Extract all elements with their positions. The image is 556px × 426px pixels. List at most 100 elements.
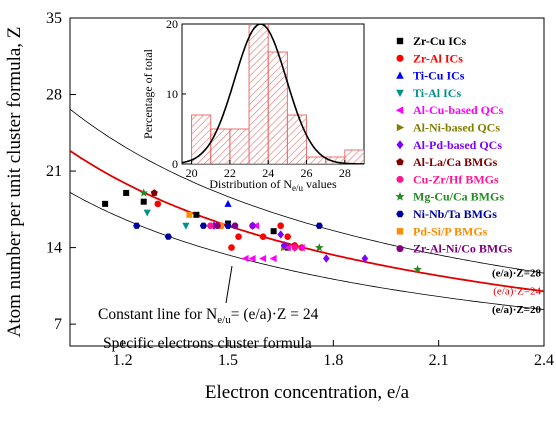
y-tick-label: 14: [46, 240, 62, 257]
x-tick-label: 1.2: [113, 352, 133, 369]
legend-marker: [396, 54, 404, 62]
inset-x-tick-label: 24: [262, 166, 274, 180]
legend-marker: [396, 123, 405, 132]
data-point: [217, 222, 224, 229]
inset-bars: [191, 24, 364, 164]
legend-entry: Ti-Cu ICs: [413, 69, 465, 83]
legend-entry: Al-Pd-based QCs: [413, 138, 502, 152]
data-point: [207, 222, 214, 230]
data-point: [277, 230, 284, 239]
data-point: [361, 254, 369, 263]
legend-entry: Mg-Cu/Ca BMGs: [413, 190, 504, 204]
curve-label-20: (e/a)·Z=20: [492, 304, 542, 316]
legend-marker: [396, 71, 404, 79]
histogram-bar: [267, 51, 288, 164]
data-point: [259, 254, 267, 263]
inset-x-tick-label: 28: [339, 166, 351, 180]
data-point: [140, 198, 147, 205]
data-point: [150, 189, 158, 196]
x-axis: 1.2 1.5 1.8 2.1 2.4: [113, 340, 554, 369]
data-point: [224, 200, 232, 207]
histogram-bar: [306, 156, 327, 164]
legend-entry: Pd-Si/P BMGs: [413, 224, 488, 238]
inset-x-axis: 20 22 24 26 28: [186, 160, 351, 180]
histogram-bar: [344, 149, 364, 164]
y-tick-label: 7: [54, 316, 62, 333]
curve-20: [70, 192, 544, 310]
data-point: [143, 209, 151, 217]
curves-group: [70, 108, 544, 310]
legend-marker: [395, 106, 404, 114]
data-point: [154, 200, 162, 208]
data-point: [297, 244, 305, 252]
curve-label-28: (e/a)·Z=28: [492, 267, 542, 279]
inset-y-tick-label: 0: [172, 157, 178, 171]
data-point: [315, 222, 323, 229]
data-point: [269, 254, 277, 263]
data-point: [199, 222, 207, 229]
data-point: [277, 222, 284, 230]
data-point: [270, 228, 277, 235]
y-tick-label: 28: [46, 87, 62, 104]
legend-marker: [396, 245, 404, 253]
data-point: [259, 233, 267, 240]
legend-entry: Zr-Cu ICs: [413, 34, 467, 48]
x-tick-label: 1.8: [323, 352, 343, 369]
x-tick-label: 2.1: [429, 352, 449, 369]
data-point: [123, 189, 130, 196]
data-point: [231, 222, 239, 230]
data-point: [291, 244, 299, 251]
data-point: [315, 243, 324, 252]
scatter-points: [102, 188, 422, 274]
legend-entry: Ti-Al ICs: [413, 86, 461, 100]
inset-y-tick-label: 20: [166, 17, 178, 31]
histogram-bar: [286, 114, 308, 164]
y-axis: 7 14 21 28 35: [46, 10, 76, 333]
x-axis-label: Electron concentration, e/a: [205, 382, 410, 403]
legend-entry: Zr-Al ICs: [413, 51, 463, 65]
legend-marker: [396, 210, 404, 218]
data-point: [413, 265, 422, 274]
legend-marker: [395, 191, 405, 201]
legend-entry: Ni-Nb/Ta BMGs: [413, 207, 497, 221]
curve-24: [70, 150, 544, 293]
legend-marker: [396, 158, 404, 166]
data-point: [248, 254, 256, 263]
legend-marker: [396, 140, 404, 150]
data-point: [186, 211, 193, 218]
inset-x-tick-label: 20: [186, 166, 198, 180]
histogram-bar: [229, 128, 250, 164]
legend-entry: Al-La/Ca BMGs: [413, 155, 498, 169]
data-point: [323, 254, 330, 263]
data-point: [280, 241, 288, 250]
inset-y-axis-label: Percentage of total: [141, 48, 155, 139]
curve-labels: (e/a)·Z=28 (e/a)·Z=24 (e/a)·Z=20: [492, 267, 542, 316]
inset-x-tick-label: 22: [224, 166, 236, 180]
legend-marker: [396, 228, 404, 235]
legend-marker: [396, 89, 404, 98]
curve-28: [70, 108, 544, 274]
normal-fit-curve: [182, 24, 364, 164]
data-point: [249, 221, 256, 230]
data-point: [214, 222, 221, 230]
x-tick-label: 1.5: [218, 352, 238, 369]
constant-line-annotation: Constant line for Ne/u= (e/a)·Z = 24: [98, 306, 319, 326]
x-tick-label: 2.4: [534, 352, 554, 369]
histogram-bar: [191, 114, 212, 164]
data-point: [228, 244, 235, 251]
data-point: [235, 233, 242, 240]
curve-label-24: (e/a)·Z=24: [493, 286, 541, 298]
legend-marker: [396, 175, 404, 183]
y-tick-label: 21: [46, 163, 62, 180]
data-point: [133, 222, 141, 229]
inset-y-axis: 0 10 20: [166, 17, 186, 171]
legend-entry: Al-Ni-based QCs: [413, 121, 500, 135]
data-point: [193, 211, 200, 218]
data-point: [182, 222, 190, 230]
data-point: [241, 254, 249, 263]
y-tick-label: 35: [46, 10, 62, 27]
legend: Zr-Cu ICs Zr-Al ICs Ti-Cu ICs Ti-Al ICs Al-C…: [395, 34, 513, 256]
inset-histogram: 20 22 24 26 28 0 10 20 Distribution of Ne/u va…: [141, 17, 365, 193]
inset-x-axis-label: Distribution of Ne/u values: [209, 177, 337, 193]
